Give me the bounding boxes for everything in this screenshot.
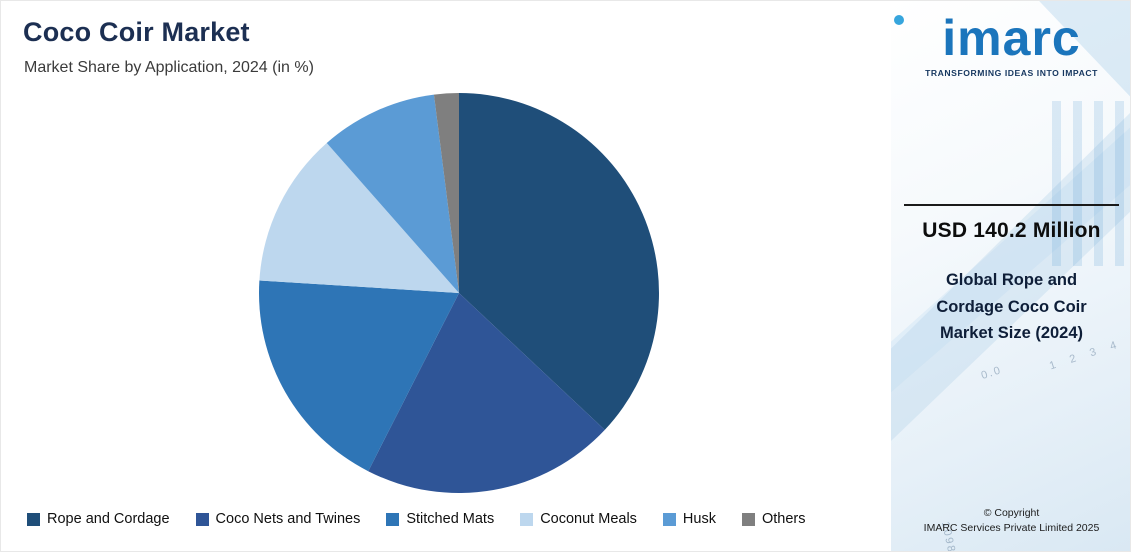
pie-slice-husk [326,94,459,293]
legend-item-rope-and-cordage: Rope and Cordage [27,511,170,527]
legend-item-stitched-mats: Stitched Mats [386,511,494,527]
legend-item-coco-nets-and-twines: Coco Nets and Twines [195,511,361,527]
legend-label: Coconut Meals [540,511,637,527]
market-size-value: USD 140.2 Million [922,219,1101,242]
pie-slice-coco-nets-and-twines [368,293,605,493]
legend: Rope and Cordage Coco Nets and Twines Stit… [27,511,805,527]
market-size-callout: USD 140.2 Million Global Rope and Cordag… [904,204,1119,347]
legend-label: Coco Nets and Twines [215,511,361,527]
legend-label: Rope and Cordage [47,511,170,527]
copyright: © Copyright IMARC Services Private Limit… [891,506,1130,538]
market-size-label: Global Rope and Cordage Coco Coir Market… [936,271,1087,343]
pie-slice-coconut-meals [259,142,459,293]
legend-swatch [520,512,534,526]
imarc-logo-text: imarc [942,10,1081,66]
legend-label: Husk [682,511,716,527]
legend-swatch [662,512,676,526]
imarc-logo-dot-icon [894,15,904,25]
imarc-tagline: TRANSFORMING IDEAS INTO IMPACT [925,68,1098,78]
legend-item-others: Others [741,511,806,527]
copyright-line2: IMARC Services Private Limited 2025 [923,522,1100,535]
legend-label: Others [761,511,806,527]
pie-slice-rope-and-cordage [459,93,659,430]
legend-swatch [386,512,400,526]
chart-panel: Coco Coir Market Market Share by Applica… [1,1,891,551]
chart-title: Coco Coir Market [23,17,250,47]
legend-swatch [195,512,209,526]
legend-swatch [741,512,755,526]
pie-slice-stitched-mats [258,280,459,472]
chart-subtitle: Market Share by Application, 2024 (in %) [24,59,314,76]
copyright-line1: © Copyright [983,506,1040,519]
legend-item-coconut-meals: Coconut Meals [520,511,637,527]
legend-swatch [27,512,40,526]
legend-item-husk: Husk [662,511,716,527]
imarc-logo: imarc TRANSFORMING IDEAS INTO IMPACT [891,10,1130,78]
pie-chart [258,93,659,493]
pie-slice-others [433,93,459,293]
sidebar: 0.0 1 2 3 4 10982048 imarc TRANSFORMING … [891,1,1130,551]
watermark-axis-zero: 0.0 [979,364,1004,382]
legend-label: Stitched Mats [406,511,495,527]
